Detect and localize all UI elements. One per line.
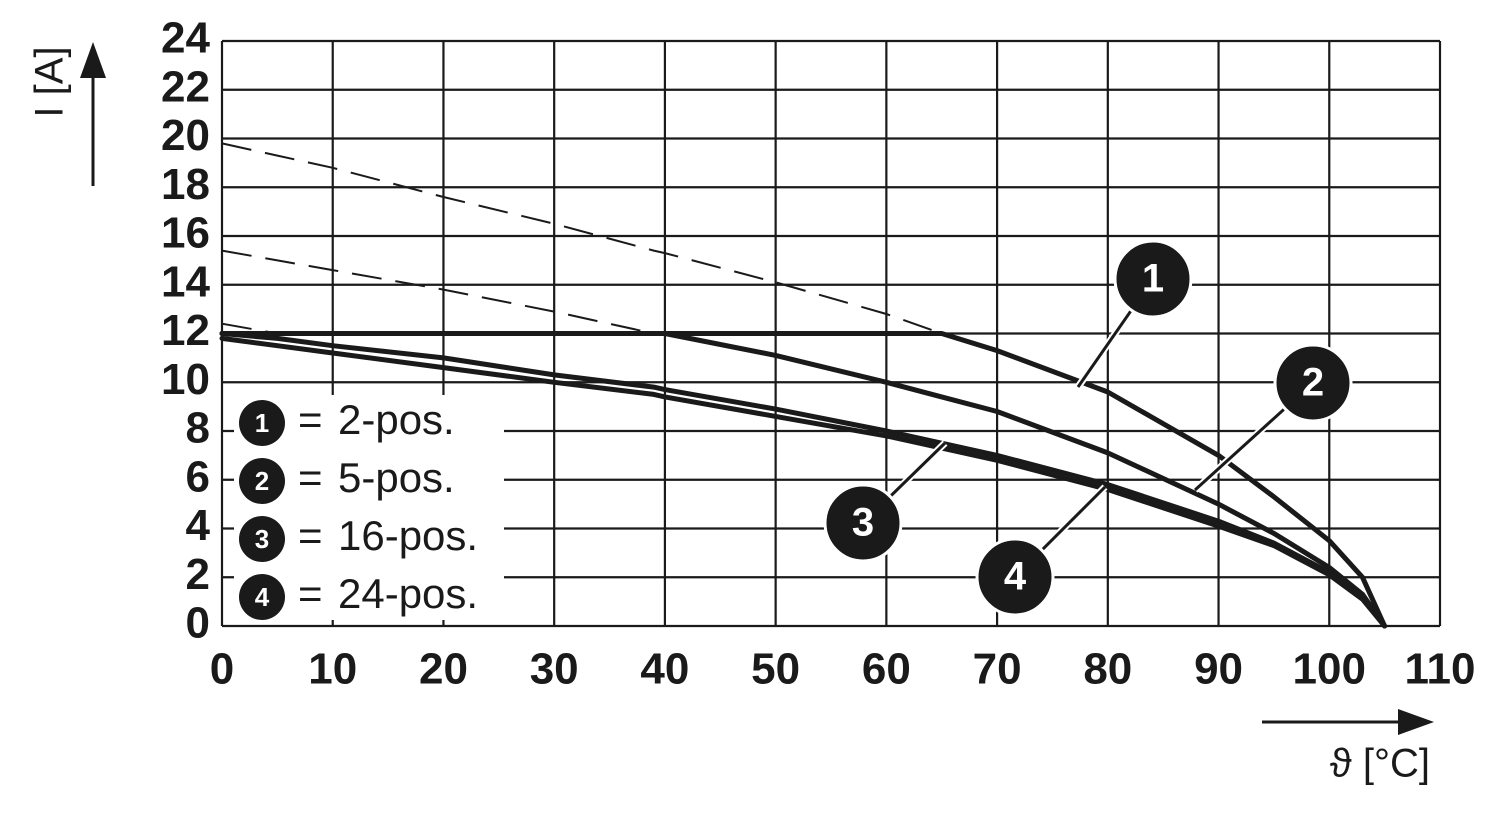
legend-badge [239,574,285,620]
x-tick-label: 100 [1293,645,1366,694]
x-tick-label: 60 [862,645,911,694]
callout-number: 1 [1142,257,1164,301]
x-tick-label: 70 [973,645,1022,694]
callout-badge [975,537,1055,617]
x-tick-label: 10 [308,645,357,694]
y-tick-label: 8 [186,404,210,453]
legend-badge [239,516,285,562]
callout-number: 3 [852,501,874,545]
y-tick-label: 18 [161,160,210,209]
x-tick-label: 40 [640,645,689,694]
x-tick-label: 30 [530,645,579,694]
series-line [219,331,1388,629]
y-tick-label: 6 [186,452,210,501]
callout: 4 [975,484,1108,617]
legend-separator: = [298,570,323,617]
legend-separator: = [298,512,323,559]
legend-label: 5-pos. [338,454,455,501]
y-tick-label: 0 [186,599,210,648]
y-arrow-head [80,42,106,78]
legend-number: 3 [255,524,269,554]
series-line [219,335,1388,629]
x-axis-label: ϑ [°C] [1330,742,1430,786]
legend-separator: = [298,454,323,501]
x-tick-label: 80 [1083,645,1132,694]
callout-number: 2 [1302,361,1324,405]
x-arrow-head [1398,709,1434,735]
x-tick-label: 110 [1405,645,1476,694]
extrapolated-line [221,249,655,335]
legend-badge [239,400,285,446]
callout-badge [1113,239,1193,319]
y-tick-label: 12 [161,306,210,355]
legend-number: 2 [255,466,269,496]
x-tick-label: 20 [419,645,468,694]
y-tick-label: 22 [161,62,210,111]
callout: 3 [823,440,948,563]
axis-arrows [80,42,1434,735]
y-axis-label: I [A] [28,46,72,117]
x-tick-label: 0 [210,645,234,694]
legend-badge [239,458,285,504]
legend-label: 24-pos. [338,570,478,617]
y-tick-label: 2 [186,550,210,599]
callout-badge [823,483,903,563]
legend-label: 2-pos. [338,396,455,443]
callout: 2 [1192,343,1353,493]
x-tick-label: 90 [1194,645,1243,694]
y-tick-label: 4 [186,501,211,550]
legend-separator: = [298,396,323,443]
extrapolated-line [221,142,943,335]
callout-number: 4 [1004,555,1027,599]
callout: 1 [1075,239,1193,389]
x-tick-label: 50 [751,645,800,694]
y-tick-label: 16 [161,209,210,258]
y-tick-label: 20 [161,111,210,160]
legend-number: 1 [255,408,269,438]
legend-number: 4 [255,582,270,612]
y-tick-label: 10 [161,355,210,404]
callout-badge [1273,343,1353,423]
y-tick-label: 24 [161,14,210,63]
legend: 1 = 2-pos. 2 = 5-pos. 3 = 16-pos. 4 = 24-pos. [234,395,504,620]
y-tick-label: 14 [161,257,210,306]
legend-label: 16-pos. [338,512,478,559]
